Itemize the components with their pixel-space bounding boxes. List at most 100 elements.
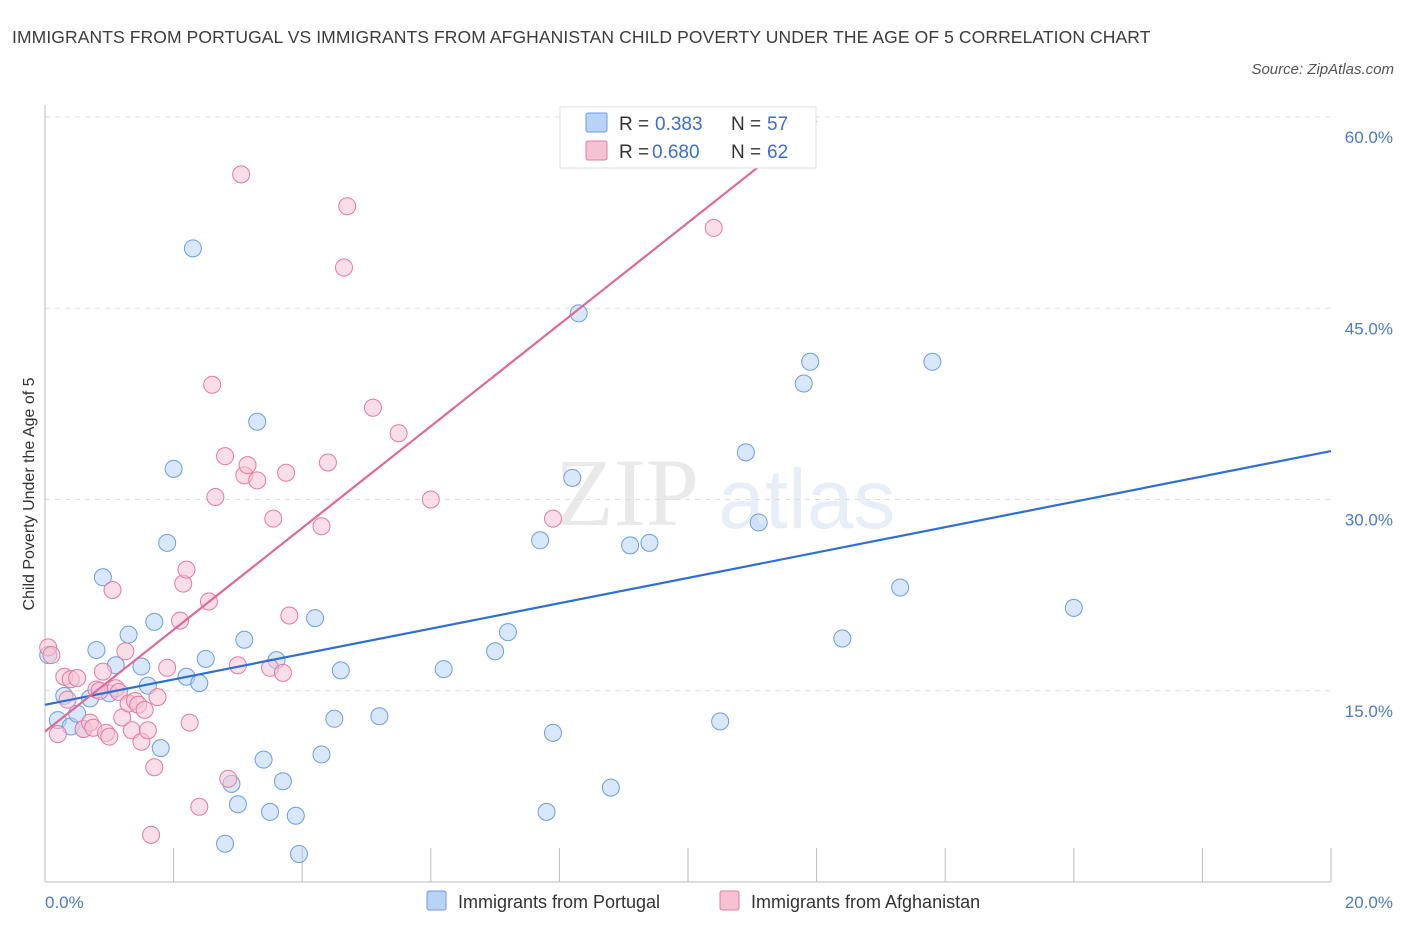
- point-afghanistan: [93, 662, 112, 681]
- legend-swatch-portugal: [585, 112, 608, 133]
- point-afghanistan: [206, 487, 225, 506]
- point-afghanistan: [280, 606, 299, 625]
- series-legend: Immigrants from Portugal Immigrants from…: [426, 890, 980, 912]
- point-portugal: [119, 625, 138, 644]
- point-portugal: [891, 578, 910, 597]
- point-portugal: [749, 513, 768, 532]
- point-afghanistan: [389, 424, 408, 443]
- point-afghanistan: [145, 758, 164, 777]
- chart-title: IMMIGRANTS FROM PORTUGAL VS IMMIGRANTS F…: [12, 27, 1151, 47]
- point-afghanistan: [116, 642, 135, 661]
- point-portugal: [254, 750, 273, 769]
- point-afghanistan: [312, 517, 331, 536]
- point-portugal: [621, 536, 640, 555]
- point-afghanistan: [48, 725, 67, 744]
- point-portugal: [261, 802, 280, 821]
- point-afghanistan: [180, 713, 199, 732]
- series-portugal-points: [39, 239, 1083, 863]
- point-afghanistan: [238, 456, 257, 475]
- point-afghanistan: [148, 688, 167, 707]
- point-portugal: [543, 723, 562, 742]
- point-portugal: [537, 802, 556, 821]
- point-afghanistan: [543, 509, 562, 528]
- point-portugal: [190, 674, 209, 693]
- series-afghanistan-points: [39, 165, 723, 844]
- grid-lines: [45, 116, 1331, 692]
- point-afghanistan: [158, 658, 177, 677]
- point-portugal: [196, 649, 215, 668]
- legend-n-label-portugal: N =: [731, 114, 761, 135]
- y-tick-label-60: 60.0%: [1345, 128, 1393, 147]
- trend-line-afghanistan: [44, 119, 818, 733]
- point-portugal: [151, 739, 170, 758]
- watermark-zip: ZIP: [555, 439, 699, 546]
- point-portugal: [801, 352, 820, 371]
- point-portugal: [145, 612, 164, 631]
- point-portugal: [248, 412, 267, 431]
- legend-n-label-afghanistan: N =: [731, 142, 761, 163]
- legend-n-value-afghanistan: 62: [767, 142, 788, 163]
- point-afghanistan: [248, 471, 267, 490]
- source-label: Source: ZipAtlas.com: [1251, 61, 1394, 78]
- point-afghanistan: [42, 646, 61, 665]
- point-portugal: [601, 778, 620, 797]
- point-portugal: [93, 568, 112, 587]
- point-portugal: [273, 772, 292, 791]
- point-portugal: [87, 640, 106, 659]
- point-afghanistan: [100, 727, 119, 746]
- point-portugal: [498, 623, 517, 642]
- point-portugal: [216, 834, 235, 853]
- point-portugal: [711, 712, 730, 731]
- point-portugal: [434, 660, 453, 679]
- point-portugal: [1064, 598, 1083, 617]
- legend-swatch-afghanistan: [585, 140, 608, 161]
- point-afghanistan: [704, 218, 723, 237]
- point-portugal: [531, 531, 550, 550]
- point-afghanistan: [264, 509, 283, 528]
- point-afghanistan: [135, 700, 154, 719]
- point-afghanistan: [232, 165, 251, 184]
- y-tick-label-15: 15.0%: [1345, 702, 1393, 721]
- point-afghanistan: [219, 769, 238, 788]
- x-tick-label-min: 0.0%: [45, 893, 84, 912]
- point-portugal: [833, 629, 852, 648]
- point-portugal: [486, 642, 505, 661]
- point-portugal: [331, 661, 350, 680]
- point-portugal: [640, 533, 659, 552]
- bottom-legend-label-portugal: Immigrants from Portugal: [458, 892, 660, 912]
- legend-r-value-afghanistan: 0.680: [652, 142, 700, 163]
- trend-line-portugal: [44, 449, 1332, 706]
- trend-lines: [44, 119, 1332, 733]
- bottom-legend-swatch-portugal: [426, 890, 447, 911]
- point-afghanistan: [171, 611, 190, 630]
- point-portugal: [235, 630, 254, 649]
- point-afghanistan: [177, 560, 196, 579]
- point-portugal: [794, 374, 813, 393]
- y-axis-label: Child Poverty Under the Age of 5: [21, 377, 38, 610]
- point-afghanistan: [273, 663, 292, 682]
- legend-r-value-portugal: 0.383: [655, 114, 703, 135]
- point-portugal: [132, 657, 151, 676]
- point-afghanistan: [421, 490, 440, 509]
- point-portugal: [228, 795, 247, 814]
- point-portugal: [289, 844, 308, 863]
- point-afghanistan: [338, 197, 357, 216]
- point-portugal: [164, 459, 183, 478]
- x-tick-label-max: 20.0%: [1345, 893, 1393, 912]
- x-axis-ticks: [44, 848, 1332, 882]
- y-tick-label-45: 45.0%: [1345, 319, 1393, 338]
- point-afghanistan: [190, 797, 209, 816]
- bottom-legend-label-afghanistan: Immigrants from Afghanistan: [751, 892, 980, 912]
- point-afghanistan: [203, 375, 222, 394]
- point-portugal: [563, 468, 582, 487]
- point-afghanistan: [138, 721, 157, 740]
- point-portugal: [158, 533, 177, 552]
- point-afghanistan: [334, 258, 353, 277]
- point-afghanistan: [103, 581, 122, 600]
- point-afghanistan: [216, 447, 235, 466]
- point-afghanistan: [68, 669, 87, 687]
- correlation-legend: R = 0.383 N = 57 R = 0.680 N = 62: [559, 106, 817, 169]
- y-tick-label-30: 30.0%: [1345, 511, 1393, 530]
- point-portugal: [183, 239, 202, 258]
